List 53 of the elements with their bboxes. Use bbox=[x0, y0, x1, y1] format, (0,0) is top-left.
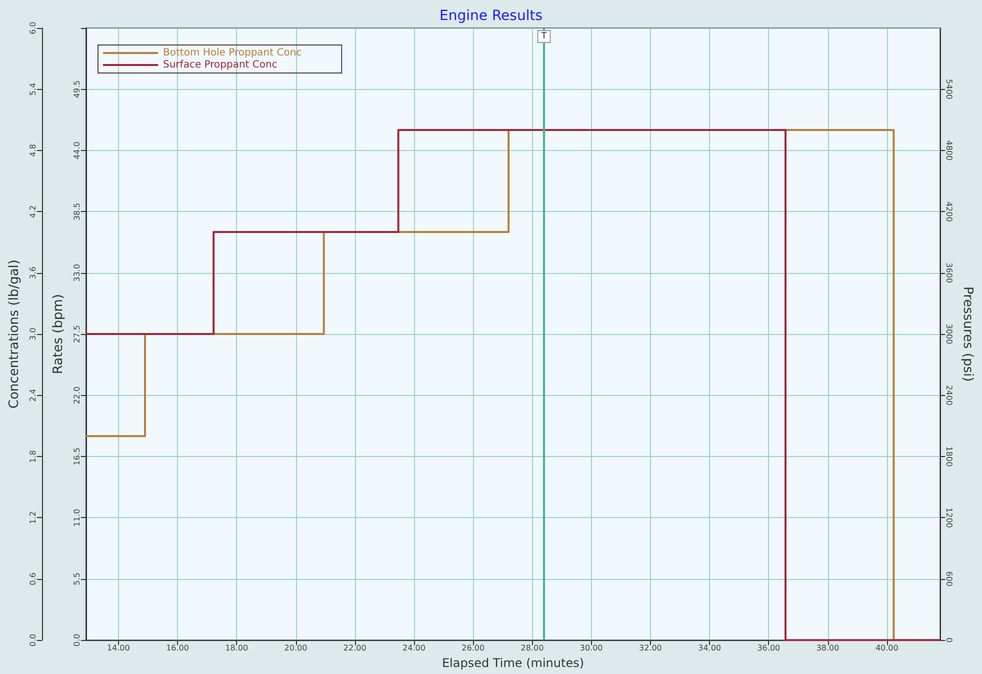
y2-axis-title: Rates (bpm) bbox=[51, 294, 66, 374]
y3-tick-label: 2400 bbox=[944, 385, 954, 406]
y-tick-label: 1.2 bbox=[28, 511, 38, 524]
y3-axis-title: Pressures (psi) bbox=[960, 286, 975, 382]
y-tick-label: 6.0 bbox=[28, 22, 38, 34]
y3-tick-label: 5400 bbox=[944, 79, 954, 100]
y-tick-label: 3.6 bbox=[28, 266, 38, 280]
y2-tick-label: 49.5 bbox=[72, 80, 82, 98]
y-tick-label: 0.6 bbox=[28, 572, 38, 586]
y2-tick-label: 16.5 bbox=[72, 448, 82, 466]
y2-tick-label: 44.0 bbox=[72, 142, 82, 160]
x-tick-label: 38.00 bbox=[816, 644, 840, 653]
y-tick-label: 1.8 bbox=[28, 450, 38, 463]
x-tick-label: 32.00 bbox=[638, 644, 662, 653]
x-tick-label: 24.00 bbox=[402, 644, 426, 653]
ref-line-label: T bbox=[540, 32, 548, 42]
y2-tick-label: 0.0 bbox=[72, 634, 82, 646]
x-tick-label: 14.00 bbox=[106, 644, 130, 653]
x-tick-label: 16.00 bbox=[166, 644, 189, 653]
y3-tick-label: 3600 bbox=[944, 262, 954, 284]
y3-tick-label: 1800 bbox=[944, 446, 954, 467]
y-tick-label: 3.0 bbox=[28, 328, 38, 340]
x-tick-label: 20.00 bbox=[284, 644, 308, 653]
y3-tick-label: 3000 bbox=[944, 324, 954, 344]
y-tick-label: 4.2 bbox=[28, 205, 38, 218]
y2-tick-label: 38.5 bbox=[72, 202, 82, 221]
x-tick-label: 18.00 bbox=[225, 644, 248, 653]
x-tick-label: 36.00 bbox=[757, 644, 780, 653]
y3-tick-label: 4800 bbox=[944, 140, 954, 161]
y2-tick-label: 22.0 bbox=[72, 386, 82, 404]
chart-title: Engine Results bbox=[440, 8, 542, 24]
y-tick-label: 5.4 bbox=[28, 82, 38, 96]
x-tick-label: 30.00 bbox=[580, 644, 603, 653]
y-axis-title: Concentrations (lb/gal) bbox=[7, 260, 22, 409]
y3-tick-label: 4200 bbox=[944, 201, 954, 222]
y3-tick-label: 0 bbox=[944, 638, 954, 643]
x-tick-label: 26.00 bbox=[462, 644, 485, 653]
x-tick-label: 22.00 bbox=[343, 644, 366, 653]
y-tick-label: 4.8 bbox=[28, 144, 38, 157]
y2-tick-label: 11.0 bbox=[72, 508, 82, 527]
x-axis-title: Elapsed Time (minutes) bbox=[442, 656, 584, 670]
x-tick-label: 40.00 bbox=[875, 644, 898, 653]
text: Bottom Hole Proppant Conc bbox=[163, 48, 302, 58]
y3-tick-label: 600 bbox=[944, 571, 954, 587]
y-tick-label: 0.0 bbox=[28, 634, 38, 646]
x-tick-label: 34.00 bbox=[698, 644, 722, 653]
text: Surface Proppant Conc bbox=[163, 60, 278, 70]
y2-tick-label: 33.0 bbox=[72, 264, 82, 282]
y-tick-label: 2.4 bbox=[28, 388, 38, 402]
y2-tick-label: 5.5 bbox=[72, 572, 82, 586]
y3-tick-label: 1200 bbox=[944, 508, 954, 528]
x-tick-label: 28.00 bbox=[520, 644, 544, 653]
y2-tick-label: 27.5 bbox=[72, 325, 82, 343]
